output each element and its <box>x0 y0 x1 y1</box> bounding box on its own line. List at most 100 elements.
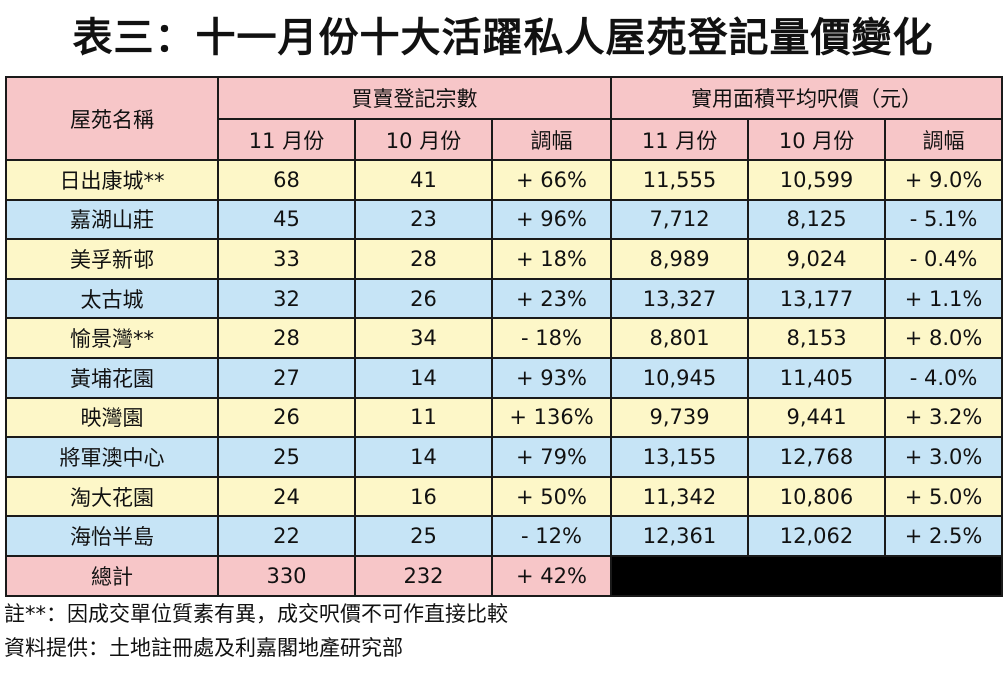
page-title: 表三：十一月份十大活躍私人屋苑登記量價變化 <box>72 15 934 61</box>
table-row: 將軍澳中心 25 14 + 79% 13,155 12,768 + 3.0% <box>5 436 1004 478</box>
estate-registration-table: 屋苑名稱 買賣登記宗數 實用面積平均呎價（元） 11 月份 10 月份 調幅 1… <box>5 76 1004 597</box>
table-cell: 10,806 <box>747 475 887 518</box>
table-cell: + 96% <box>490 198 613 241</box>
table-cell: 9,739 <box>610 396 750 439</box>
table-cell: 12,361 <box>610 515 750 557</box>
total-row: 總計 330 232 + 42% <box>5 554 1004 597</box>
table-cell: - 12% <box>490 515 613 557</box>
estate-name-cell: 日出康城** <box>5 159 219 201</box>
estate-name-cell: 將軍澳中心 <box>5 436 219 478</box>
table-cell: + 23% <box>490 277 613 320</box>
table-cell: 7,712 <box>610 198 750 241</box>
estate-name-cell: 黃埔花園 <box>5 356 219 399</box>
total-cell: + 42% <box>490 554 613 597</box>
table-cell: + 5.0% <box>884 475 1004 518</box>
table-cell: 10,599 <box>747 159 887 201</box>
table-row: 海怡半島 22 25- 12% 12,361 12,062 + 2.5% <box>5 515 1004 557</box>
table-cell: 8,153 <box>747 317 887 359</box>
estate-name-cell: 太古城 <box>5 277 219 320</box>
table-cell: + 8.0% <box>884 317 1004 359</box>
table-cell: 13,327 <box>610 277 750 320</box>
table-cell: 25 <box>217 436 356 478</box>
table-cell: + 50% <box>490 475 613 518</box>
table-cell: 22 <box>217 515 356 557</box>
table-cell: 12,062 <box>747 515 887 557</box>
table-cell: + 18% <box>490 238 613 280</box>
table-row: 黃埔花園 27 14 + 93% 10,945 11,405- 4.0% <box>5 356 1004 399</box>
header-volume-group: 買賣登記宗數 <box>216 76 613 120</box>
table-cell: 13,177 <box>747 277 887 320</box>
table-cell: 16 <box>354 475 493 518</box>
table-cell: 11,405 <box>747 356 887 399</box>
total-label: 總計 <box>5 554 219 597</box>
table-cell: 14 <box>354 356 493 399</box>
table-cell: + 66% <box>490 159 613 201</box>
table-cell: + 3.2% <box>884 396 1004 439</box>
estate-name-cell: 嘉湖山莊 <box>5 198 219 241</box>
table-cell: 13,155 <box>610 436 750 478</box>
table-cell: - 18% <box>490 317 613 359</box>
table-cell: 9,441 <box>747 396 887 439</box>
table-cell: - 4.0% <box>884 356 1004 399</box>
header-price-change: 調幅 <box>884 118 1004 161</box>
table-cell: 8,125 <box>747 198 887 241</box>
table-cell: + 9.0% <box>884 159 1004 201</box>
table-cell: 28 <box>217 317 356 359</box>
table-cell: 9,024 <box>747 238 887 280</box>
total-cell: 330 <box>217 554 356 597</box>
table-cell: 26 <box>354 277 493 320</box>
estate-name-cell: 美孚新邨 <box>5 238 219 280</box>
table-row: 太古城 32 26 + 23% 13,327 13,177 + 1.1% <box>5 277 1004 320</box>
data-source: 資料提供：土地註冊處及利嘉閣地產研究部 <box>4 636 403 660</box>
estate-name-cell: 淘大花園 <box>5 475 219 518</box>
table-row: 日出康城** 68 41 + 66% 11,555 10,599 + 9.0% <box>5 159 1004 201</box>
footnote: 註**：因成交單位質素有異，成交呎價不可作直接比較 <box>4 602 508 626</box>
table-cell: 14 <box>354 436 493 478</box>
table-cell: 27 <box>217 356 356 399</box>
table-cell: + 3.0% <box>884 436 1004 478</box>
table-row: 淘大花園 24 16 + 50% 11,342 10,806 + 5.0% <box>5 475 1004 518</box>
header-price-nov: 11 月份 <box>610 118 750 161</box>
table-cell: 25 <box>354 515 493 557</box>
table-cell: 28 <box>354 238 493 280</box>
table-cell: 68 <box>217 159 356 201</box>
table-row: 嘉湖山莊 45 23 + 96% 7,712 8,125- 5.1% <box>5 198 1004 241</box>
estate-name-cell: 映灣園 <box>5 396 219 439</box>
table-cell: 11 <box>354 396 493 439</box>
table-cell: + 1.1% <box>884 277 1004 320</box>
table-row: 愉景灣** 28 34- 18% 8,801 8,153 + 8.0% <box>5 317 1004 359</box>
table-cell: 33 <box>217 238 356 280</box>
table-cell: 24 <box>217 475 356 518</box>
table-row: 美孚新邨 33 28 + 18% 8,989 9,024- 0.4% <box>5 238 1004 280</box>
header-estate-name: 屋苑名稱 <box>5 76 219 161</box>
table-cell: - 5.1% <box>884 198 1004 241</box>
table-cell: 34 <box>354 317 493 359</box>
table-cell: 11,342 <box>610 475 750 518</box>
table-cell: 41 <box>354 159 493 201</box>
table-cell: 8,801 <box>610 317 750 359</box>
table-cell: + 93% <box>490 356 613 399</box>
table-cell: - 0.4% <box>884 238 1004 280</box>
table-cell: 32 <box>217 277 356 320</box>
table-cell: + 136% <box>490 396 613 439</box>
table-cell: 26 <box>217 396 356 439</box>
header-volume-change: 調幅 <box>490 118 613 161</box>
total-cell: 232 <box>354 554 493 597</box>
table-cell: 8,989 <box>610 238 750 280</box>
table-cell: 10,945 <box>610 356 750 399</box>
table-cell: + 79% <box>490 436 613 478</box>
table-cell: 11,555 <box>610 159 750 201</box>
header-price-oct: 10 月份 <box>747 118 887 161</box>
notes: 註**：因成交單位質素有異，成交呎價不可作直接比較 資料提供：土地註冊處及利嘉閣… <box>4 597 508 665</box>
estate-name-cell: 海怡半島 <box>5 515 219 557</box>
header-volume-oct: 10 月份 <box>354 118 493 161</box>
table-cell: + 2.5% <box>884 515 1004 557</box>
table-row: 映灣園 26 11 + 136% 9,739 9,441 + 3.2% <box>5 396 1004 439</box>
header-price-group: 實用面積平均呎價（元） <box>610 76 1004 120</box>
blank-filled-cell <box>610 554 1004 597</box>
table-cell: 12,768 <box>747 436 887 478</box>
estate-name-cell: 愉景灣** <box>5 317 219 359</box>
table-cell: 45 <box>217 198 356 241</box>
table-cell: 23 <box>354 198 493 241</box>
header-volume-nov: 11 月份 <box>217 118 356 161</box>
